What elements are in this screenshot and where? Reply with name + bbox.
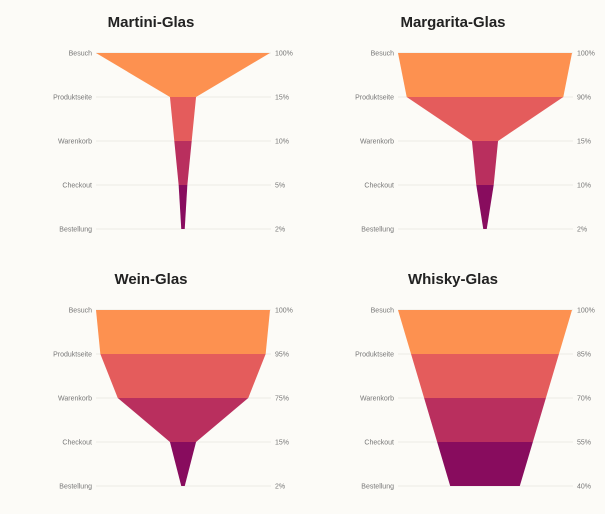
category-label: Checkout xyxy=(364,440,394,447)
funnel-segment-2 xyxy=(411,354,559,398)
category-label: Checkout xyxy=(62,183,92,190)
funnel-segment-3 xyxy=(424,398,546,442)
value-label: 100% xyxy=(577,51,595,58)
value-label: 75% xyxy=(275,396,289,403)
category-label: Produktseite xyxy=(53,352,92,359)
funnel-plot: Besuch 100% Produktseite 90% Warenkorb 15% Che… xyxy=(355,51,595,234)
category-label: Bestellung xyxy=(361,227,394,234)
value-label: 70% xyxy=(577,396,591,403)
value-label: 10% xyxy=(275,139,289,146)
category-label: Produktseite xyxy=(355,352,394,359)
value-label: 55% xyxy=(577,440,591,447)
value-label: 100% xyxy=(275,51,293,58)
value-label: 85% xyxy=(577,352,591,359)
funnel-segment-3 xyxy=(471,141,499,185)
funnel-panel-wein: Wein-Glas Besuch 100% Produktseite 95% Waren… xyxy=(0,257,302,514)
value-label: 10% xyxy=(577,183,591,190)
category-label: Checkout xyxy=(62,440,92,447)
funnel-plot: Besuch 100% Produktseite 95% Warenkorb 75% Che… xyxy=(53,308,293,491)
funnel-segment-2 xyxy=(100,354,266,398)
funnel-segment-1 xyxy=(398,310,572,354)
funnel-segment-1 xyxy=(96,310,270,354)
category-label: Warenkorb xyxy=(58,396,92,403)
value-label: 15% xyxy=(275,95,289,102)
funnel-segment-4 xyxy=(437,442,533,486)
panel-title: Wein-Glas xyxy=(114,271,188,288)
funnel-segment-2 xyxy=(406,97,564,141)
category-label: Besuch xyxy=(69,308,92,315)
value-label: 15% xyxy=(577,139,591,146)
funnel-segment-3 xyxy=(174,141,192,185)
category-label: Warenkorb xyxy=(58,139,92,146)
value-label: 95% xyxy=(275,352,289,359)
funnel-plot: Besuch 100% Produktseite 85% Warenkorb 70% Che… xyxy=(355,308,595,491)
category-label: Warenkorb xyxy=(360,139,394,146)
category-label: Besuch xyxy=(371,51,394,58)
funnel-segment-4 xyxy=(178,185,188,229)
panel-title: Margarita-Glas xyxy=(400,14,506,31)
funnel-panel-whisky: Whisky-Glas Besuch 100% Produktseite 85% War… xyxy=(302,257,604,514)
value-label: 100% xyxy=(577,308,595,315)
category-label: Produktseite xyxy=(355,95,394,102)
value-label: 2% xyxy=(275,484,285,491)
funnel-plot: Besuch 100% Produktseite 15% Warenkorb 10% Che… xyxy=(53,51,293,234)
panel-title: Martini-Glas xyxy=(107,14,195,31)
category-label: Produktseite xyxy=(53,95,92,102)
category-label: Checkout xyxy=(364,183,394,190)
funnel-segment-1 xyxy=(96,53,270,97)
panel-title: Whisky-Glas xyxy=(407,271,499,288)
funnel-segment-4 xyxy=(169,442,197,486)
funnel-segment-3 xyxy=(117,398,249,442)
category-label: Besuch xyxy=(69,51,92,58)
funnel-segment-4 xyxy=(476,185,494,229)
funnel-panel-margarita: Margarita-Glas Besuch 100% Produktseite 90%… xyxy=(302,0,604,257)
category-label: Bestellung xyxy=(59,227,92,234)
category-label: Bestellung xyxy=(59,484,92,491)
value-label: 5% xyxy=(275,183,285,190)
funnel-segment-2 xyxy=(169,97,197,141)
value-label: 90% xyxy=(577,95,591,102)
value-label: 2% xyxy=(275,227,285,234)
value-label: 15% xyxy=(275,440,289,447)
funnel-panel-martini: Martini-Glas Besuch 100% Produktseite 15% Wa… xyxy=(0,0,302,257)
value-label: 2% xyxy=(577,227,587,234)
value-label: 100% xyxy=(275,308,293,315)
category-label: Besuch xyxy=(371,308,394,315)
category-label: Warenkorb xyxy=(360,396,394,403)
value-label: 40% xyxy=(577,484,591,491)
category-label: Bestellung xyxy=(361,484,394,491)
funnel-segment-1 xyxy=(398,53,572,97)
